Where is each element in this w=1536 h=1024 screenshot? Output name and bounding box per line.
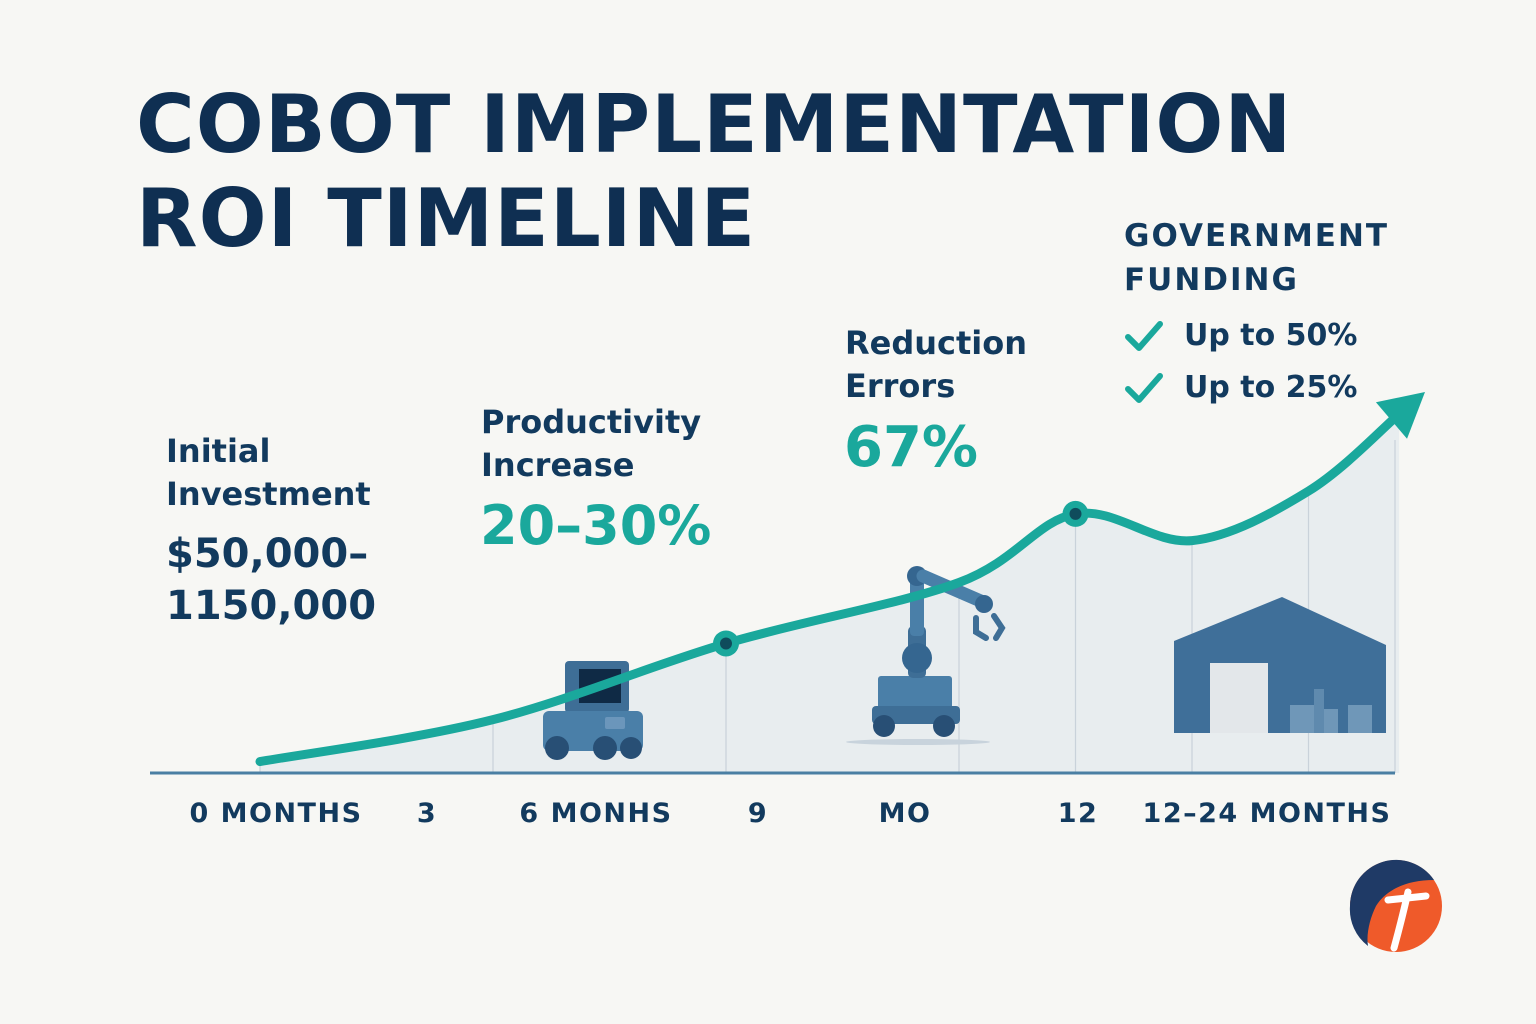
productivity-value: 20–30% bbox=[480, 494, 712, 557]
productivity-label-line-2: Increase bbox=[481, 446, 635, 484]
series-point-marker-inner bbox=[1069, 507, 1082, 520]
x-tick-label: 6 MONHS bbox=[519, 798, 672, 829]
productivity-label: Productivity Increase bbox=[481, 401, 701, 487]
errors-value: 67% bbox=[844, 415, 979, 480]
x-tick-label: 9 bbox=[748, 798, 768, 829]
funding-title: GOVERNMENT FUNDING bbox=[1124, 214, 1389, 302]
investment-value: $50,000– 1150,000 bbox=[166, 528, 376, 632]
x-tick-label: 12–24 MONTHS bbox=[1143, 798, 1392, 829]
x-tick-label: 3 bbox=[417, 798, 437, 829]
x-tick-label: 0 MONTHS bbox=[189, 798, 362, 829]
series-point-marker-inner bbox=[720, 637, 732, 650]
funding-title-line-1: GOVERNMENT bbox=[1124, 218, 1390, 254]
funding-item-text: Up to 25% bbox=[1184, 370, 1358, 405]
title-line-2: ROI TIMELINE bbox=[136, 172, 757, 265]
errors-label: Reduction Errors bbox=[845, 322, 1027, 408]
series-line bbox=[255, 409, 1404, 767]
chart-area-layer bbox=[260, 414, 1400, 773]
funding-item: Up to 25% bbox=[1124, 370, 1357, 405]
errors-label-line-2: Errors bbox=[845, 367, 956, 405]
logo-icon bbox=[1349, 859, 1442, 952]
productivity-label-line-1: Productivity bbox=[481, 403, 702, 441]
funding-title-line-2: FUNDING bbox=[1124, 262, 1299, 298]
check-icon bbox=[1125, 372, 1163, 403]
factory-icon bbox=[1174, 597, 1386, 733]
x-tick-label: MO bbox=[879, 798, 932, 829]
errors-label-line-1: Reduction bbox=[845, 324, 1028, 362]
x-tick-label: 12 bbox=[1058, 798, 1099, 829]
investment-label-line-2: Investment bbox=[166, 475, 371, 513]
title-line-1: COBOT IMPLEMENTATION bbox=[136, 78, 1293, 171]
investment-label: Initial Investment bbox=[166, 430, 371, 516]
robot-arm-icon bbox=[846, 566, 1006, 745]
series-arrowhead bbox=[1375, 392, 1425, 439]
investment-value-line-2: 1150,000 bbox=[166, 583, 377, 629]
chart-series-layer bbox=[255, 392, 1425, 767]
funding-item-text: Up to 50% bbox=[1184, 318, 1358, 353]
investment-value-line-1: $50,000– bbox=[166, 531, 369, 577]
chart-icon-layer bbox=[543, 566, 1386, 760]
check-icon bbox=[1125, 320, 1163, 351]
investment-label-line-1: Initial bbox=[166, 432, 271, 470]
funding-item: Up to 50% bbox=[1124, 318, 1357, 353]
chart-area-fill bbox=[260, 414, 1400, 773]
chart-tick-layer: 0 MONTHS 3 6 MONHS 9 MO 12 12–24 MONTHS bbox=[189, 798, 1392, 829]
page-title: COBOT IMPLEMENTATION ROI TIMELINE bbox=[136, 78, 1292, 266]
